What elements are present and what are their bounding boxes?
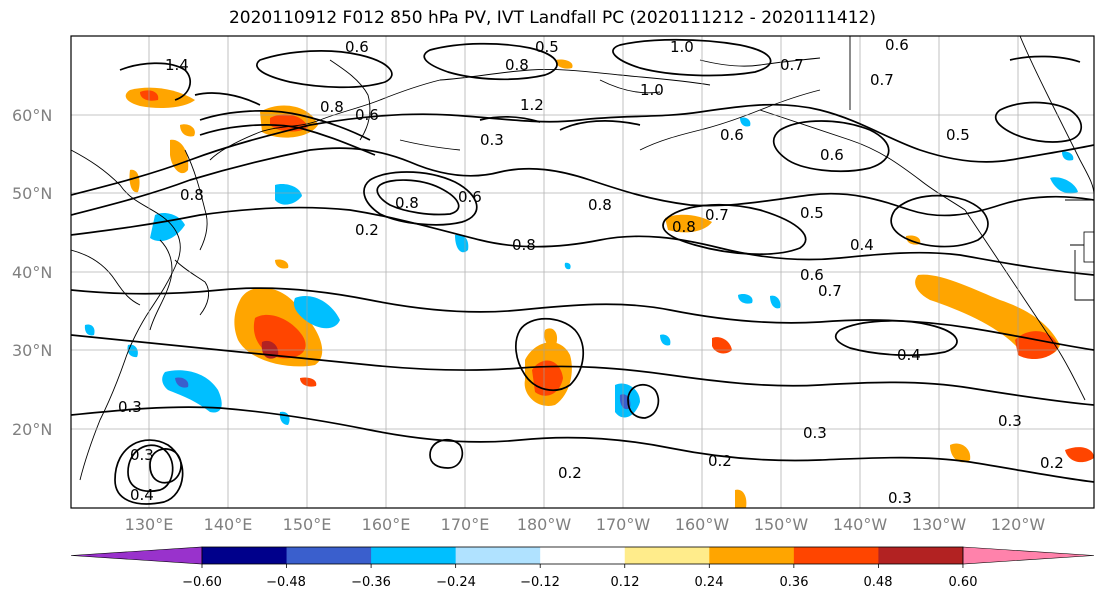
colorbar-cell <box>878 547 964 564</box>
lon-label: 170°E <box>441 515 490 534</box>
colorbar-tick-label: −0.24 <box>436 575 476 590</box>
contour-label: 0.3 <box>118 398 142 416</box>
contour-label: 0.2 <box>558 464 582 482</box>
contour-label: 1.0 <box>640 81 664 99</box>
contour-label: 0.8 <box>320 98 344 116</box>
colorbar-tick-label: 0.60 <box>949 575 978 590</box>
contour-label: 0.3 <box>998 412 1022 430</box>
colorbar-cell <box>202 547 288 564</box>
contour-label: 0.6 <box>720 126 744 144</box>
contour-label: 0.8 <box>588 196 612 214</box>
colorbar-cell <box>286 547 372 564</box>
contour-label: 0.6 <box>355 106 379 124</box>
contour-label: 0.7 <box>818 282 842 300</box>
colorbar-cell <box>624 547 710 564</box>
pv-contours <box>71 38 1094 505</box>
contour-label: 0.5 <box>800 204 824 222</box>
lon-label: 140°E <box>204 515 253 534</box>
contour-label: 1.2 <box>520 96 544 114</box>
colorbar-tick-label: −0.48 <box>266 575 306 590</box>
colorbar-extend-low <box>70 546 203 565</box>
lon-label: 170°W <box>596 515 651 534</box>
lat-label: 30°N <box>12 341 52 360</box>
contour-label: 0.3 <box>480 131 504 149</box>
lon-label: 120°W <box>991 515 1046 534</box>
lat-label: 50°N <box>12 184 52 203</box>
map-title: 2020110912 F012 850 hPa PV, IVT Landfall… <box>228 8 876 28</box>
contour-label: 0.4 <box>850 236 874 254</box>
contour-label: 0.6 <box>885 36 909 54</box>
lat-label: 60°N <box>12 106 52 125</box>
contour-label: 0.6 <box>820 146 844 164</box>
longitude-labels: 130°E 140°E 150°E 160°E 170°E 180°W 170°… <box>125 515 1046 534</box>
colorbar-tick-label: −0.12 <box>520 575 560 590</box>
contour-label: 0.3 <box>130 446 154 464</box>
colorbar-tick-label: 0.12 <box>611 575 640 590</box>
latitude-labels: 60°N 50°N 40°N 30°N 20°N <box>12 106 52 439</box>
contour-label: 1.4 <box>165 56 189 74</box>
lon-label: 130°W <box>912 515 967 534</box>
contour-label: 0.8 <box>512 236 536 254</box>
contour-label: 0.8 <box>180 186 204 204</box>
lon-label: 160°E <box>362 515 411 534</box>
colorbar-tick-label: 0.48 <box>864 575 893 590</box>
lon-label: 140°W <box>833 515 888 534</box>
contour-label: 0.8 <box>395 194 419 212</box>
contour-label: 0.2 <box>708 452 732 470</box>
contour-label: 0.7 <box>870 71 894 89</box>
contour-label: 0.3 <box>803 424 827 442</box>
colorbar-tick-label: 0.24 <box>695 575 724 590</box>
shading-positive <box>125 59 1094 508</box>
colorbar-cell <box>793 547 879 564</box>
colorbar-tick-labels: −0.60 −0.48 −0.36 −0.24 −0.12 0.12 0.24 … <box>182 575 977 590</box>
colorbar-outline <box>201 546 964 565</box>
lon-label: 180°W <box>517 515 572 534</box>
contour-label: 0.6 <box>345 38 369 56</box>
lon-label: 150°W <box>754 515 809 534</box>
contour-label: 1.0 <box>670 38 694 56</box>
colorbar-cell <box>709 547 795 564</box>
lon-label: 130°E <box>125 515 174 534</box>
colorbar-cell <box>540 547 626 564</box>
contour-label: 0.5 <box>946 126 970 144</box>
colorbar-tick-label: 0.36 <box>780 575 809 590</box>
contour-label: 0.7 <box>780 56 804 74</box>
colorbar-cell <box>455 547 541 564</box>
lat-label: 40°N <box>12 263 52 282</box>
contour-label: 0.8 <box>505 56 529 74</box>
contour-label: 0.5 <box>535 38 559 56</box>
map-panel <box>70 35 1095 509</box>
lat-label: 20°N <box>12 420 52 439</box>
contour-label: 0.4 <box>897 346 921 364</box>
contour-label: 0.6 <box>800 266 824 284</box>
colorbar-cell <box>371 547 457 564</box>
contour-labels: 0.6 0.5 1.0 0.8 0.7 0.6 0.7 1.4 1.2 1.0 … <box>118 36 1064 507</box>
contour-label: 0.2 <box>355 221 379 239</box>
contour-label: 0.6 <box>458 188 482 206</box>
colorbar-tick-label: −0.36 <box>351 575 391 590</box>
contour-label: 0.3 <box>888 489 912 507</box>
contour-label: 0.7 <box>705 206 729 224</box>
contour-label: 0.8 <box>672 218 696 236</box>
colorbar-tick-label: −0.60 <box>182 575 222 590</box>
colorbar-extend-high <box>962 546 1095 565</box>
colorbar: −0.60 −0.48 −0.36 −0.24 −0.12 0.12 0.24 … <box>70 546 1095 590</box>
contour-label: 0.2 <box>1040 454 1064 472</box>
lon-label: 160°W <box>675 515 730 534</box>
contour-label: 0.4 <box>130 486 154 504</box>
lon-label: 150°E <box>283 515 332 534</box>
